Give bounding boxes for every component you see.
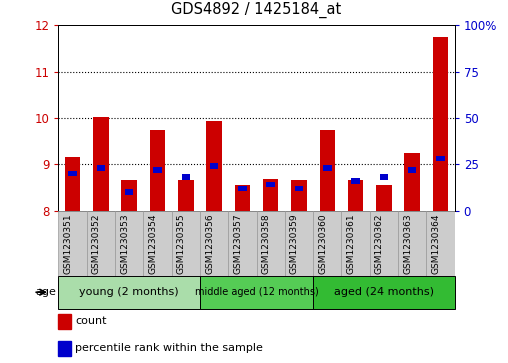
- Text: GSM1230363: GSM1230363: [403, 214, 412, 274]
- Bar: [379, 175, 388, 180]
- Bar: [143, 211, 172, 276]
- Bar: [285, 211, 313, 276]
- Text: age: age: [35, 287, 56, 297]
- Bar: [65, 157, 80, 211]
- Text: GSM1230359: GSM1230359: [290, 214, 299, 274]
- Text: GSM1230356: GSM1230356: [205, 214, 214, 274]
- Text: GSM1230351: GSM1230351: [64, 214, 73, 274]
- Bar: [58, 211, 87, 276]
- Bar: [200, 211, 228, 276]
- Bar: [238, 185, 247, 191]
- Text: GSM1230364: GSM1230364: [431, 214, 440, 274]
- Bar: [313, 276, 455, 309]
- Text: middle aged (12 months): middle aged (12 months): [195, 287, 319, 297]
- Bar: [172, 211, 200, 276]
- Text: young (2 months): young (2 months): [79, 287, 179, 297]
- Bar: [348, 180, 363, 211]
- Text: GSM1230358: GSM1230358: [262, 214, 271, 274]
- Bar: [436, 156, 445, 162]
- Bar: [370, 211, 398, 276]
- Text: percentile rank within the sample: percentile rank within the sample: [75, 343, 263, 354]
- Text: GSM1230352: GSM1230352: [92, 214, 101, 274]
- Bar: [426, 211, 455, 276]
- Bar: [121, 180, 137, 211]
- Bar: [376, 185, 392, 211]
- Text: GDS4892 / 1425184_at: GDS4892 / 1425184_at: [171, 2, 342, 18]
- Bar: [263, 179, 278, 211]
- Bar: [210, 163, 218, 169]
- Bar: [291, 180, 307, 211]
- Bar: [235, 185, 250, 211]
- Bar: [93, 117, 109, 211]
- Bar: [433, 37, 448, 211]
- Bar: [341, 211, 370, 276]
- Text: GSM1230353: GSM1230353: [120, 214, 129, 274]
- Text: count: count: [75, 316, 107, 326]
- Bar: [313, 211, 341, 276]
- Text: GSM1230361: GSM1230361: [346, 214, 356, 274]
- Bar: [320, 130, 335, 211]
- Bar: [257, 211, 285, 276]
- Text: GSM1230354: GSM1230354: [148, 214, 157, 274]
- Bar: [398, 211, 426, 276]
- Bar: [408, 167, 417, 172]
- Bar: [206, 121, 222, 211]
- Text: GSM1230360: GSM1230360: [319, 214, 327, 274]
- Bar: [87, 211, 115, 276]
- Bar: [115, 211, 143, 276]
- Text: GSM1230355: GSM1230355: [177, 214, 186, 274]
- Bar: [68, 171, 77, 176]
- Bar: [97, 165, 105, 171]
- Bar: [228, 211, 257, 276]
- Text: GSM1230357: GSM1230357: [233, 214, 242, 274]
- Bar: [181, 175, 190, 180]
- Bar: [295, 185, 303, 191]
- Bar: [58, 276, 200, 309]
- Bar: [200, 276, 313, 309]
- Bar: [125, 189, 134, 195]
- Bar: [150, 130, 165, 211]
- Bar: [404, 153, 420, 211]
- Bar: [153, 167, 162, 172]
- Text: GSM1230362: GSM1230362: [375, 214, 384, 274]
- Bar: [352, 178, 360, 184]
- Bar: [323, 165, 332, 171]
- Bar: [266, 182, 275, 187]
- Bar: [178, 180, 194, 211]
- Text: aged (24 months): aged (24 months): [334, 287, 434, 297]
